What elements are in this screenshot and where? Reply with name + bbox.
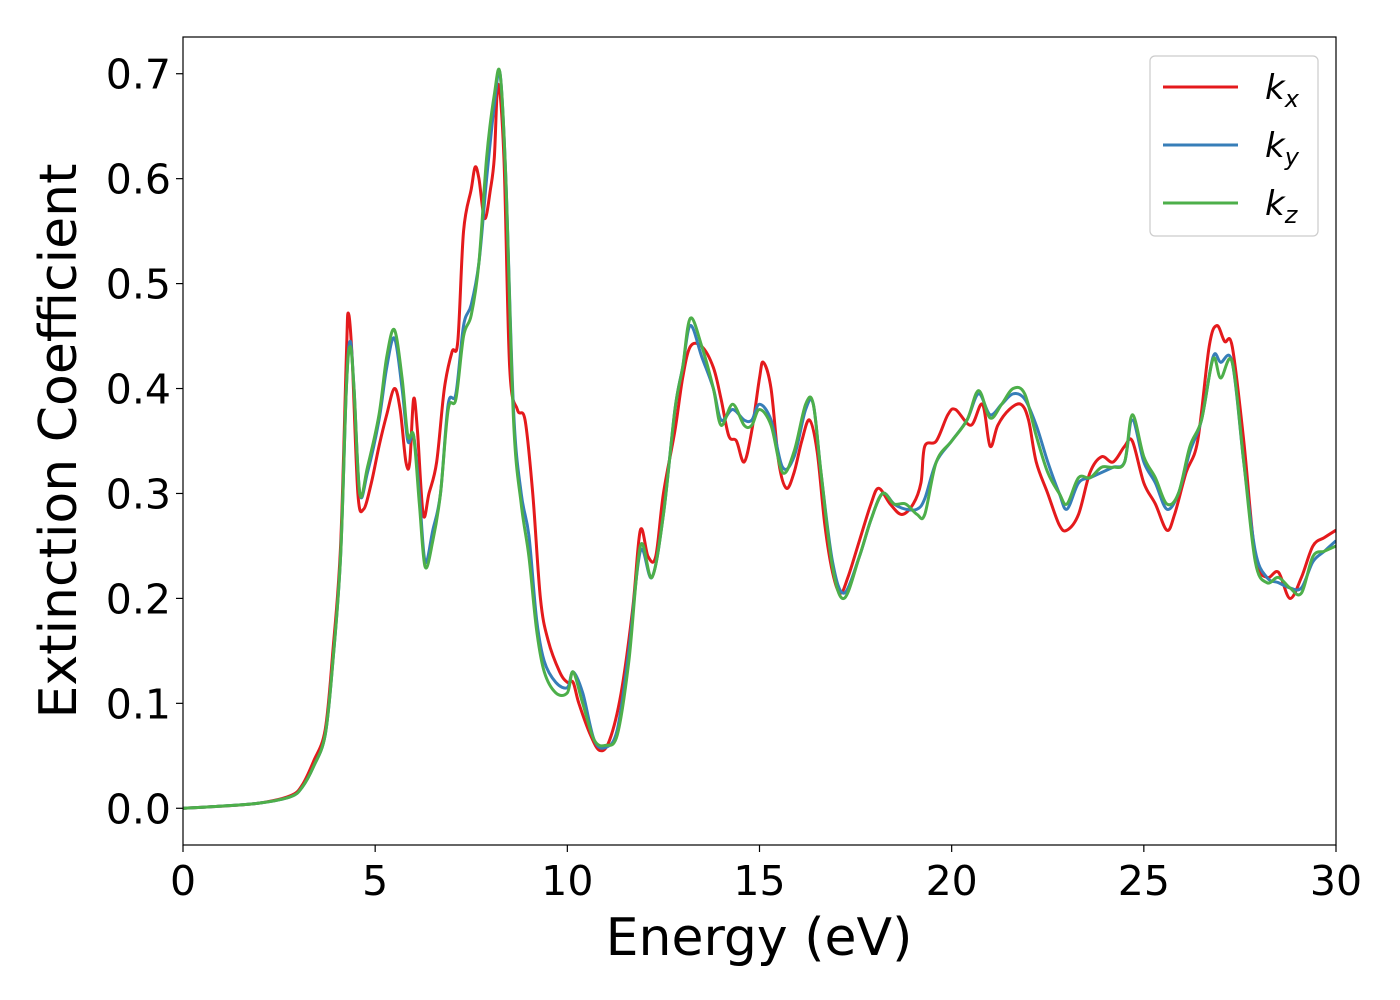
y-tick-label: 0.2: [106, 575, 171, 623]
y-axis-title: Extinction Coefficient: [29, 164, 89, 719]
y-tick-label: 0.6: [106, 156, 171, 204]
legend-label-kx: kx: [1265, 68, 1300, 113]
x-tick-label: 30: [1310, 857, 1362, 905]
x-axis-title: Energy (eV): [606, 908, 913, 968]
y-tick-label: 0.5: [106, 261, 171, 309]
legend-label-subscript: x: [1284, 85, 1300, 113]
series-line-kx: [183, 82, 1336, 810]
y-tick-label: 0.0: [106, 785, 171, 833]
legend-label-ky: ky: [1265, 126, 1300, 171]
legend-label-main: k: [1265, 184, 1286, 224]
x-tick-label: 25: [1118, 857, 1170, 905]
legend-label-subscript: z: [1284, 201, 1299, 229]
x-tick-label: 20: [926, 857, 978, 905]
legend-label-main: k: [1265, 126, 1286, 166]
y-tick-label: 0.3: [106, 470, 171, 518]
legend-label-subscript: y: [1284, 143, 1300, 171]
series-line-kz: [183, 67, 1336, 810]
x-tick-label: 5: [362, 857, 388, 905]
y-tick-label: 0.4: [106, 366, 171, 414]
legend-label-kz: kz: [1265, 184, 1299, 229]
y-tick-label: 0.1: [106, 680, 171, 728]
legend-label-main: k: [1265, 68, 1286, 108]
axes-layer: 0 5 10 15 20 25 30 0.0 0.1 0.2 0.3 0.4 0.5 0.6 0.7: [106, 36, 1362, 905]
x-tick-label: 0: [170, 857, 196, 905]
x-tick-label: 15: [733, 857, 785, 905]
series-layer: [183, 67, 1336, 810]
x-tick-label: 10: [541, 857, 593, 905]
y-tick-label: 0.7: [106, 51, 171, 99]
